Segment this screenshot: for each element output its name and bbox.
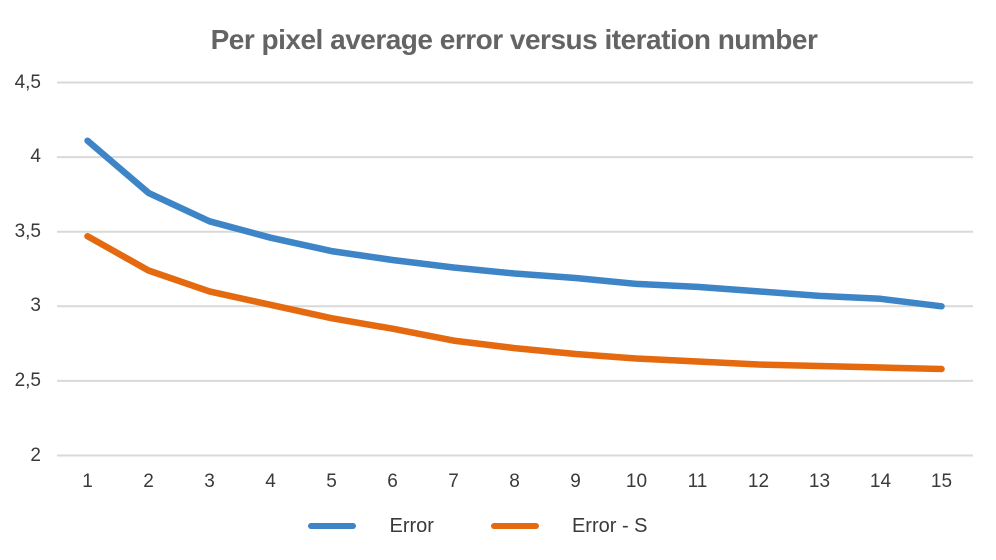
x-tick-label: 9	[570, 471, 581, 492]
legend-marker-error	[308, 523, 357, 529]
x-tick-label: 15	[930, 471, 953, 492]
legend-marker-error-s	[490, 523, 539, 529]
y-tick-label: 3	[30, 295, 41, 317]
x-tick-label: 5	[326, 471, 337, 492]
x-tick-label: 3	[204, 471, 215, 492]
legend-item-error: Error	[308, 513, 434, 539]
x-tick-label: 4	[265, 471, 276, 492]
x-tick-label: 13	[808, 471, 831, 492]
legend-label-error: Error	[389, 515, 434, 537]
y-tick-label: 2	[30, 444, 41, 466]
series-line-error-s	[84, 232, 945, 373]
x-tick-label: 7	[448, 471, 459, 492]
y-tick-label: 3,5	[14, 220, 41, 242]
x-tick-label: 2	[143, 471, 154, 492]
legend: Error Error - S	[0, 513, 956, 539]
x-tick-label: 8	[509, 471, 520, 492]
x-tick-label: 11	[687, 471, 708, 492]
y-tick-label: 4	[30, 146, 41, 168]
y-axis-labels: 4,5 4 3,5 3 2,5 2	[0, 0, 41, 560]
chart-title: Per pixel average error versus iteration…	[210, 24, 818, 55]
y-tick-label: 4,5	[14, 71, 41, 93]
x-tick-label: 6	[387, 471, 398, 492]
y-tick-label: 2,5	[14, 369, 41, 391]
x-tick-label: 10	[625, 471, 648, 492]
legend-item-error-s: Error - S	[490, 513, 648, 539]
legend-label-error-s: Error - S	[571, 515, 648, 537]
x-tick-label: 14	[869, 471, 892, 492]
x-tick-label: 1	[82, 471, 93, 492]
series-line-error	[84, 137, 945, 310]
x-tick-label: 12	[747, 471, 770, 492]
